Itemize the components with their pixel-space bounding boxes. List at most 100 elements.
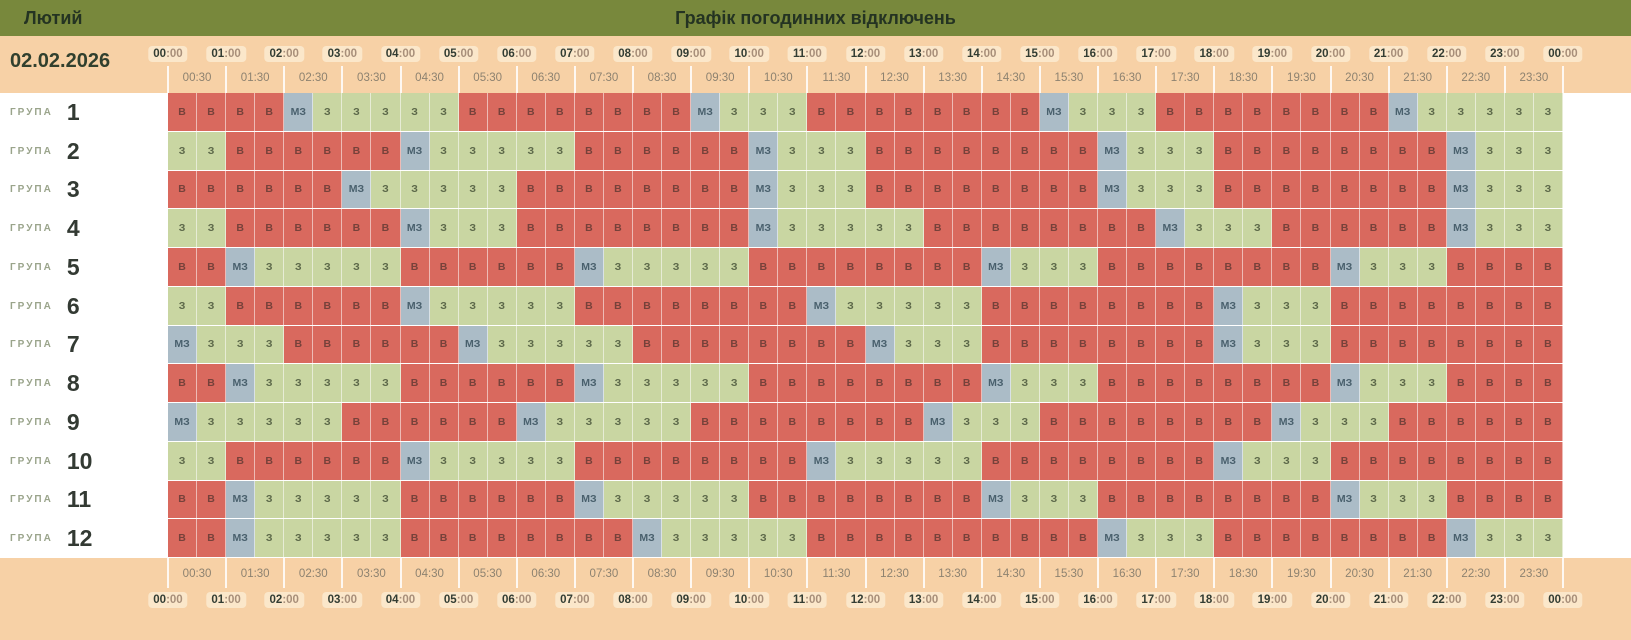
cell-status-label: В [1050, 415, 1058, 428]
cell-status-label: В [585, 454, 593, 467]
cell-status-label: В [352, 144, 361, 157]
schedule-cell: В [197, 480, 227, 519]
schedule-cell: З [1475, 170, 1505, 209]
schedule-cell: З [1301, 286, 1331, 325]
schedule-cell: В [400, 364, 430, 402]
cell-status-label: В [1050, 532, 1058, 545]
cell-status-label: В [352, 338, 361, 351]
cell-status-label: В [730, 183, 739, 196]
schedule-cell: З [1417, 248, 1447, 286]
schedule-cell: З [894, 325, 924, 364]
schedule-cell: З [284, 364, 314, 402]
cell-status-label: З [294, 493, 302, 506]
cell-status-label: В [643, 338, 651, 351]
hour-label-hours: 22 [1432, 48, 1445, 60]
cell-status-label: В [1544, 377, 1552, 390]
cell-status-label: З [847, 144, 854, 157]
schedule-cell: В [923, 93, 953, 131]
cell-status-label: МЗ [1220, 299, 1236, 312]
schedule-cell: З [197, 286, 227, 325]
cell-status-label: МЗ [290, 105, 306, 118]
cell-status-label: В [1427, 338, 1436, 351]
schedule-cell: В [1127, 441, 1157, 480]
cell-status-label: В [643, 105, 651, 118]
cell-status-label: В [1486, 377, 1494, 390]
schedule-cell: З [545, 325, 575, 364]
half-hour-label: 02:30 [298, 72, 328, 84]
cell-status-label: В [294, 338, 303, 351]
hour-label-minutes: :00 [1270, 48, 1288, 60]
cell-status-label: В [1398, 454, 1407, 467]
schedule-cell: З [313, 480, 343, 519]
hour-tick [515, 558, 518, 588]
schedule-cell: В [1388, 131, 1418, 170]
cell-status-label: В [701, 338, 709, 351]
hour-label-minutes: :00 [1096, 48, 1113, 60]
half-hour-label: 19:30 [1287, 72, 1316, 84]
schedule-cell: В [603, 519, 633, 557]
cell-status-label: З [1166, 183, 1174, 196]
hour-label-hours: 03 [327, 594, 341, 606]
schedule-cell: В [633, 93, 663, 131]
schedule-cell: В [749, 441, 779, 480]
hour-label: 16:00 [1078, 46, 1118, 62]
cell-status-label: В [991, 105, 1000, 118]
schedule-cell: В [923, 248, 953, 286]
cell-status-label: В [933, 183, 942, 196]
cell-status-label: З [527, 299, 535, 312]
schedule-cell: В [894, 248, 924, 286]
cell-status-label: В [556, 532, 564, 545]
schedule-cell: В [1330, 170, 1360, 209]
schedule-cell: В [1330, 519, 1360, 557]
hour-label: 23:00 [1485, 46, 1525, 62]
cell-status-label: В [1486, 299, 1494, 312]
schedule-cell: В [1068, 170, 1098, 209]
schedule-cell: МЗ [400, 441, 430, 480]
cell-status-label: В [1427, 183, 1436, 196]
cell-status-label: В [497, 532, 506, 545]
cell-status-label: В [265, 222, 274, 235]
schedule-cell: В [1417, 131, 1447, 170]
schedule-cell: З [1127, 131, 1157, 170]
schedule-cell: З [1010, 364, 1040, 402]
half-hour-label: 13:30 [938, 72, 968, 84]
cell-status-label: В [817, 105, 826, 118]
cell-status-label: В [1398, 415, 1407, 428]
cell-status-label: В [1108, 415, 1116, 428]
cell-status-label: З [963, 415, 970, 428]
cell-status-label: МЗ [639, 532, 655, 545]
time-axis-top: 02.02.2026 00:00 01:00 02:00 03:00 04:00 05:0… [0, 36, 1631, 93]
cell-status-label: В [904, 183, 913, 196]
schedule-cell: В [865, 519, 895, 557]
hour-tick [1562, 558, 1564, 588]
group-label: ГРУПА [10, 106, 53, 118]
cell-status-label: З [701, 532, 709, 545]
cell-status-label: З [759, 105, 767, 118]
cell-status-label: З [1079, 493, 1087, 506]
cell-status-label: В [178, 105, 186, 118]
cell-status-label: З [207, 299, 215, 312]
schedule-cell: З [342, 248, 372, 286]
cell-status-label: В [323, 454, 332, 467]
cell-status-label: З [730, 493, 738, 506]
schedule-cell: З [1475, 209, 1505, 247]
hour-tick [457, 558, 460, 588]
schedule-cell: В [255, 441, 285, 480]
schedule-cell: В [662, 209, 692, 247]
schedule-cell: З [1010, 480, 1040, 519]
cell-status-label: В [468, 377, 477, 390]
schedule-cell: В [1185, 403, 1215, 441]
cell-status-label: В [526, 105, 535, 118]
cell-status-label: В [1224, 183, 1233, 196]
schedule-cell: В [981, 519, 1011, 557]
hour-label-hours: 02 [269, 594, 283, 606]
schedule-cell: З [1272, 325, 1302, 364]
cell-status-label: В [962, 144, 971, 157]
hour-label-hours: 22 [1432, 594, 1445, 606]
schedule-cell: З [691, 519, 721, 557]
cell-status-label: З [498, 222, 505, 235]
cell-status-label: МЗ [1104, 532, 1120, 545]
hour-label-hours: 05 [443, 48, 457, 60]
hour-label-hours: 09 [676, 594, 690, 606]
schedule-cell: В [371, 286, 401, 325]
